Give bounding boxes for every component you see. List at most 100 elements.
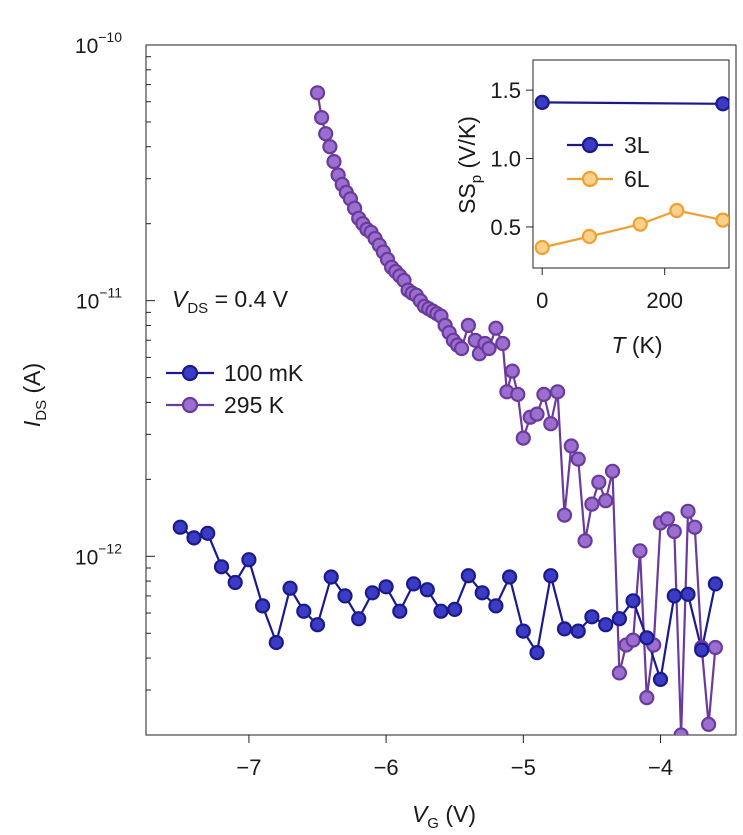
data-point-100mk xyxy=(255,598,271,614)
legend-100mk-marker xyxy=(181,364,199,382)
data-point-100mk xyxy=(337,588,353,604)
data-point-295k xyxy=(632,543,648,559)
data-point-100mk xyxy=(364,585,380,601)
inset-x-axis-label: T (K) xyxy=(611,332,662,358)
inset-y-axis-label: SSp (V/K) xyxy=(454,116,485,214)
data-point-295k xyxy=(570,451,586,467)
data-point-295k xyxy=(563,438,579,454)
x-tick-label: −7 xyxy=(236,755,261,780)
data-point-100mk xyxy=(680,586,696,602)
data-point-100mk xyxy=(419,582,435,598)
y-tick-label: 10−10 xyxy=(75,29,122,58)
legend-6l-marker xyxy=(581,170,599,188)
data-point-100mk xyxy=(515,623,531,639)
data-point-100mk xyxy=(282,580,298,596)
data-point-100mk xyxy=(227,574,243,591)
inset-3l-points xyxy=(534,94,729,112)
data-point-100mk xyxy=(556,621,573,637)
data-point-295k xyxy=(529,406,545,422)
data-point-295k xyxy=(639,689,655,706)
data-point-100mk xyxy=(652,671,669,688)
data-point-295k xyxy=(556,507,573,523)
vds-annotation: VDS = 0.4 V xyxy=(172,286,289,317)
data-point-100mk xyxy=(460,568,476,584)
data-point-100mk xyxy=(447,601,463,618)
data-point-295k xyxy=(454,340,470,357)
data-point-295k xyxy=(604,463,621,479)
data-point-295k xyxy=(515,430,531,446)
data-point-100mk xyxy=(584,609,600,625)
inset-plot-frame xyxy=(532,59,730,269)
series-100mk-points xyxy=(172,519,724,688)
legend-295k-marker xyxy=(181,396,199,414)
inset-background xyxy=(533,60,729,268)
data-point-295k xyxy=(309,85,326,101)
inset-x-tick-label: 200 xyxy=(646,288,683,313)
data-point-295k xyxy=(680,503,696,519)
data-point-100mk xyxy=(309,617,326,633)
data-point-100mk xyxy=(406,576,422,592)
data-point-295k xyxy=(314,109,330,126)
data-point-100mk xyxy=(639,630,655,646)
data-point-295k xyxy=(673,727,689,735)
data-point-100mk xyxy=(529,644,545,661)
data-point-100mk xyxy=(474,585,490,601)
data-point-295k xyxy=(495,335,511,352)
data-point-100mk xyxy=(502,569,518,585)
inset-point-6l xyxy=(534,239,550,256)
data-point-100mk xyxy=(694,642,710,658)
x-tick-label: −6 xyxy=(374,755,399,780)
data-point-100mk xyxy=(611,611,628,627)
data-point-295k xyxy=(543,416,559,432)
data-point-100mk xyxy=(323,569,339,585)
data-point-295k xyxy=(611,665,628,681)
main-x-axis: −7 −6 −5 −4 xyxy=(236,735,673,780)
main-plot-frame xyxy=(145,44,737,736)
x-tick-label: −4 xyxy=(648,755,673,780)
data-point-295k xyxy=(625,632,641,648)
y-tick-label: 10−11 xyxy=(76,285,122,314)
data-point-295k xyxy=(707,639,724,656)
data-point-295k xyxy=(326,154,342,170)
data-point-295k xyxy=(700,716,717,733)
inset-point-3l xyxy=(534,94,550,111)
legend-3l-label: 3L xyxy=(624,132,650,158)
inset-x-tick-label: 0 xyxy=(536,288,548,313)
inset-6l-points xyxy=(534,202,729,256)
data-point-295k xyxy=(536,386,552,402)
data-point-295k xyxy=(481,340,497,357)
data-point-100mk xyxy=(570,623,586,639)
data-point-295k xyxy=(318,126,334,142)
inset-y-tick-label: 1.5 xyxy=(490,78,521,103)
data-point-295k xyxy=(584,496,600,512)
main-x-axis-label: VG (V) xyxy=(412,801,476,832)
data-point-295k xyxy=(659,511,676,527)
data-point-100mk xyxy=(241,552,257,568)
inset-point-6l xyxy=(669,202,685,219)
data-point-295k xyxy=(510,386,526,402)
data-point-295k xyxy=(666,523,682,540)
data-point-295k xyxy=(549,384,566,400)
data-point-100mk xyxy=(213,559,230,575)
series-295k-points xyxy=(309,85,724,735)
data-point-100mk xyxy=(598,617,614,633)
inset-legend: 3L 6L xyxy=(567,132,650,192)
data-point-100mk xyxy=(392,603,408,619)
main-legend: 100 mK 295 K xyxy=(166,360,304,418)
inset-y-tick-label: 0.5 xyxy=(490,215,521,240)
data-point-100mk xyxy=(186,530,202,546)
data-point-295k xyxy=(460,317,476,333)
x-tick-label: −5 xyxy=(511,755,536,780)
data-point-295k xyxy=(504,363,520,379)
y-tick-label: 10−12 xyxy=(75,540,122,569)
legend-6l-label: 6L xyxy=(624,166,650,192)
data-point-295k xyxy=(488,320,504,336)
legend-295k-label: 295 K xyxy=(224,392,285,418)
data-point-100mk xyxy=(172,519,188,535)
data-point-295k xyxy=(687,519,703,535)
data-point-100mk xyxy=(625,593,641,609)
inset-axes: 0.5 1.0 1.5 0 200 xyxy=(490,78,683,313)
inset-point-6l xyxy=(715,212,729,228)
inset-y-tick-label: 1.0 xyxy=(490,147,521,172)
